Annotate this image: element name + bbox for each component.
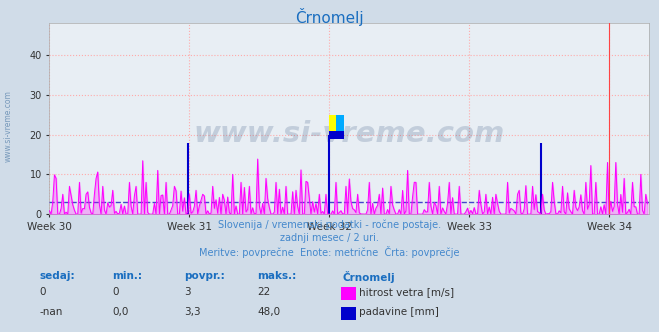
Text: sedaj:: sedaj: (40, 271, 75, 281)
Text: 48,0: 48,0 (257, 307, 280, 317)
Text: 0: 0 (40, 287, 46, 297)
Text: 0: 0 (112, 287, 119, 297)
Text: zadnji mesec / 2 uri.: zadnji mesec / 2 uri. (280, 233, 379, 243)
Text: 0,0: 0,0 (112, 307, 129, 317)
Text: padavine [mm]: padavine [mm] (359, 307, 439, 317)
Bar (330, 130, 344, 138)
Text: maks.:: maks.: (257, 271, 297, 281)
Bar (330, 115, 336, 130)
Text: Črnomelj: Črnomelj (295, 8, 364, 26)
Text: www.si-vreme.com: www.si-vreme.com (3, 90, 13, 162)
Text: 3,3: 3,3 (185, 307, 201, 317)
Text: 22: 22 (257, 287, 270, 297)
Text: min.:: min.: (112, 271, 142, 281)
Text: Meritve: povprečne  Enote: metrične  Črta: povprečje: Meritve: povprečne Enote: metrične Črta:… (199, 246, 460, 258)
Text: hitrost vetra [m/s]: hitrost vetra [m/s] (359, 287, 454, 297)
Text: 3: 3 (185, 287, 191, 297)
Text: povpr.:: povpr.: (185, 271, 225, 281)
Text: Slovenija / vremenski podatki - ročne postaje.: Slovenija / vremenski podatki - ročne po… (218, 220, 441, 230)
Text: Črnomelj: Črnomelj (343, 271, 395, 283)
Bar (336, 115, 344, 130)
Text: -nan: -nan (40, 307, 63, 317)
Text: www.si-vreme.com: www.si-vreme.com (194, 120, 505, 148)
